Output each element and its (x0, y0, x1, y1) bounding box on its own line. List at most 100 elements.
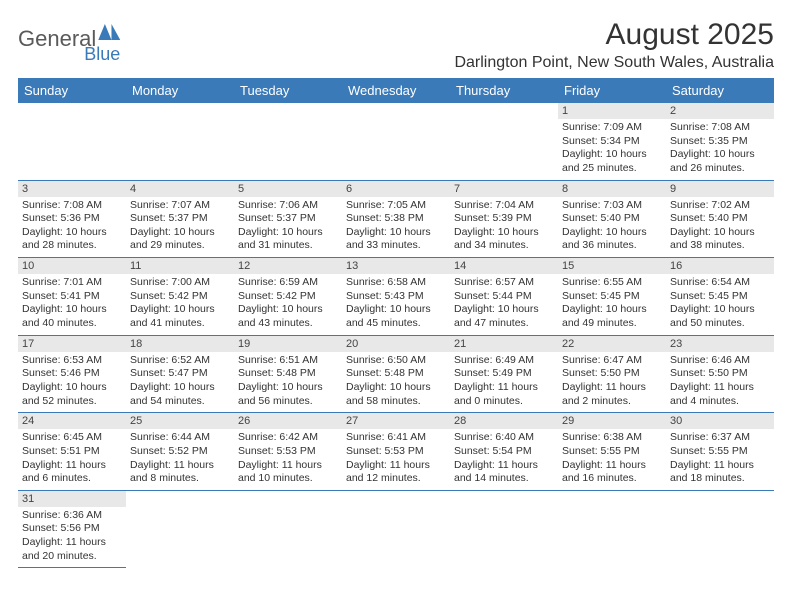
sunset-line: Sunset: 5:56 PM (22, 522, 122, 536)
sunrise-line: Sunrise: 7:01 AM (22, 276, 122, 290)
daylight-line: Daylight: 11 hours and 14 minutes. (454, 459, 554, 486)
day-data: Sunrise: 6:58 AMSunset: 5:43 PMDaylight:… (342, 274, 450, 335)
calendar-cell (126, 490, 234, 568)
location-text: Darlington Point, New South Wales, Austr… (454, 54, 774, 72)
daylight-line: Daylight: 10 hours and 36 minutes. (562, 226, 662, 253)
calendar-cell (234, 103, 342, 180)
day-data: Sunrise: 6:44 AMSunset: 5:52 PMDaylight:… (126, 429, 234, 490)
daylight-line: Daylight: 11 hours and 2 minutes. (562, 381, 662, 408)
sunset-line: Sunset: 5:35 PM (670, 135, 770, 149)
sunrise-line: Sunrise: 6:41 AM (346, 431, 446, 445)
sunset-line: Sunset: 5:47 PM (130, 367, 230, 381)
daylight-line: Daylight: 11 hours and 20 minutes. (22, 536, 122, 563)
sunset-line: Sunset: 5:43 PM (346, 290, 446, 304)
day-data: Sunrise: 7:04 AMSunset: 5:39 PMDaylight:… (450, 197, 558, 258)
calendar-row: 1Sunrise: 7:09 AMSunset: 5:34 PMDaylight… (18, 103, 774, 180)
calendar-cell: 6Sunrise: 7:05 AMSunset: 5:38 PMDaylight… (342, 180, 450, 258)
sunrise-line: Sunrise: 6:54 AM (670, 276, 770, 290)
sunset-line: Sunset: 5:50 PM (562, 367, 662, 381)
sunset-line: Sunset: 5:41 PM (22, 290, 122, 304)
day-data: Sunrise: 7:02 AMSunset: 5:40 PMDaylight:… (666, 197, 774, 258)
sunset-line: Sunset: 5:54 PM (454, 445, 554, 459)
sunset-line: Sunset: 5:40 PM (562, 212, 662, 226)
calendar-cell: 15Sunrise: 6:55 AMSunset: 5:45 PMDayligh… (558, 258, 666, 336)
sunrise-line: Sunrise: 6:58 AM (346, 276, 446, 290)
brand-part2: Blue (84, 44, 120, 65)
daylight-line: Daylight: 11 hours and 18 minutes. (670, 459, 770, 486)
sunset-line: Sunset: 5:55 PM (670, 445, 770, 459)
sunset-line: Sunset: 5:46 PM (22, 367, 122, 381)
day-data: Sunrise: 6:46 AMSunset: 5:50 PMDaylight:… (666, 352, 774, 413)
calendar-cell: 13Sunrise: 6:58 AMSunset: 5:43 PMDayligh… (342, 258, 450, 336)
sunrise-line: Sunrise: 7:08 AM (22, 199, 122, 213)
calendar-cell: 3Sunrise: 7:08 AMSunset: 5:36 PMDaylight… (18, 180, 126, 258)
day-number: 29 (558, 413, 666, 429)
weekday-header: Sunday (18, 78, 126, 103)
day-number: 14 (450, 258, 558, 274)
day-data: Sunrise: 6:41 AMSunset: 5:53 PMDaylight:… (342, 429, 450, 490)
day-number: 1 (558, 103, 666, 119)
day-number: 18 (126, 336, 234, 352)
sunrise-line: Sunrise: 7:00 AM (130, 276, 230, 290)
day-data: Sunrise: 6:50 AMSunset: 5:48 PMDaylight:… (342, 352, 450, 413)
daylight-line: Daylight: 10 hours and 34 minutes. (454, 226, 554, 253)
calendar-cell: 7Sunrise: 7:04 AMSunset: 5:39 PMDaylight… (450, 180, 558, 258)
day-data: Sunrise: 7:08 AMSunset: 5:35 PMDaylight:… (666, 119, 774, 180)
sunrise-line: Sunrise: 7:07 AM (130, 199, 230, 213)
calendar-cell: 23Sunrise: 6:46 AMSunset: 5:50 PMDayligh… (666, 335, 774, 413)
sunset-line: Sunset: 5:55 PM (562, 445, 662, 459)
day-number: 7 (450, 181, 558, 197)
day-data: Sunrise: 6:52 AMSunset: 5:47 PMDaylight:… (126, 352, 234, 413)
daylight-line: Daylight: 10 hours and 54 minutes. (130, 381, 230, 408)
day-data: Sunrise: 6:45 AMSunset: 5:51 PMDaylight:… (18, 429, 126, 490)
day-data: Sunrise: 7:05 AMSunset: 5:38 PMDaylight:… (342, 197, 450, 258)
day-number: 17 (18, 336, 126, 352)
calendar-cell: 28Sunrise: 6:40 AMSunset: 5:54 PMDayligh… (450, 413, 558, 491)
calendar-cell (126, 103, 234, 180)
daylight-line: Daylight: 11 hours and 8 minutes. (130, 459, 230, 486)
sunrise-line: Sunrise: 6:57 AM (454, 276, 554, 290)
calendar-cell (450, 490, 558, 568)
day-data: Sunrise: 6:59 AMSunset: 5:42 PMDaylight:… (234, 274, 342, 335)
daylight-line: Daylight: 11 hours and 6 minutes. (22, 459, 122, 486)
calendar-cell: 21Sunrise: 6:49 AMSunset: 5:49 PMDayligh… (450, 335, 558, 413)
calendar-cell: 25Sunrise: 6:44 AMSunset: 5:52 PMDayligh… (126, 413, 234, 491)
brand-logo: GeneralBlue (18, 18, 120, 52)
daylight-line: Daylight: 10 hours and 52 minutes. (22, 381, 122, 408)
calendar-cell: 12Sunrise: 6:59 AMSunset: 5:42 PMDayligh… (234, 258, 342, 336)
sunrise-line: Sunrise: 7:08 AM (670, 121, 770, 135)
sunrise-line: Sunrise: 7:05 AM (346, 199, 446, 213)
day-number: 25 (126, 413, 234, 429)
calendar-cell: 27Sunrise: 6:41 AMSunset: 5:53 PMDayligh… (342, 413, 450, 491)
calendar-cell: 1Sunrise: 7:09 AMSunset: 5:34 PMDaylight… (558, 103, 666, 180)
sunset-line: Sunset: 5:53 PM (346, 445, 446, 459)
sunset-line: Sunset: 5:42 PM (238, 290, 338, 304)
day-data: Sunrise: 6:38 AMSunset: 5:55 PMDaylight:… (558, 429, 666, 490)
sunset-line: Sunset: 5:37 PM (130, 212, 230, 226)
sunrise-line: Sunrise: 6:42 AM (238, 431, 338, 445)
day-number: 20 (342, 336, 450, 352)
day-number: 13 (342, 258, 450, 274)
day-data: Sunrise: 7:08 AMSunset: 5:36 PMDaylight:… (18, 197, 126, 258)
day-number: 22 (558, 336, 666, 352)
day-number: 8 (558, 181, 666, 197)
daylight-line: Daylight: 11 hours and 16 minutes. (562, 459, 662, 486)
day-number: 4 (126, 181, 234, 197)
day-number: 11 (126, 258, 234, 274)
daylight-line: Daylight: 10 hours and 38 minutes. (670, 226, 770, 253)
daylight-line: Daylight: 10 hours and 25 minutes. (562, 148, 662, 175)
day-number: 6 (342, 181, 450, 197)
day-data: Sunrise: 6:49 AMSunset: 5:49 PMDaylight:… (450, 352, 558, 413)
calendar-cell: 26Sunrise: 6:42 AMSunset: 5:53 PMDayligh… (234, 413, 342, 491)
calendar-row: 3Sunrise: 7:08 AMSunset: 5:36 PMDaylight… (18, 180, 774, 258)
daylight-line: Daylight: 11 hours and 12 minutes. (346, 459, 446, 486)
day-number: 2 (666, 103, 774, 119)
day-data: Sunrise: 6:42 AMSunset: 5:53 PMDaylight:… (234, 429, 342, 490)
sunrise-line: Sunrise: 7:02 AM (670, 199, 770, 213)
calendar-table: SundayMondayTuesdayWednesdayThursdayFrid… (18, 78, 774, 568)
sunrise-line: Sunrise: 6:53 AM (22, 354, 122, 368)
brand-sail-icon (98, 24, 120, 40)
daylight-line: Daylight: 10 hours and 26 minutes. (670, 148, 770, 175)
day-number: 23 (666, 336, 774, 352)
weekday-header: Friday (558, 78, 666, 103)
